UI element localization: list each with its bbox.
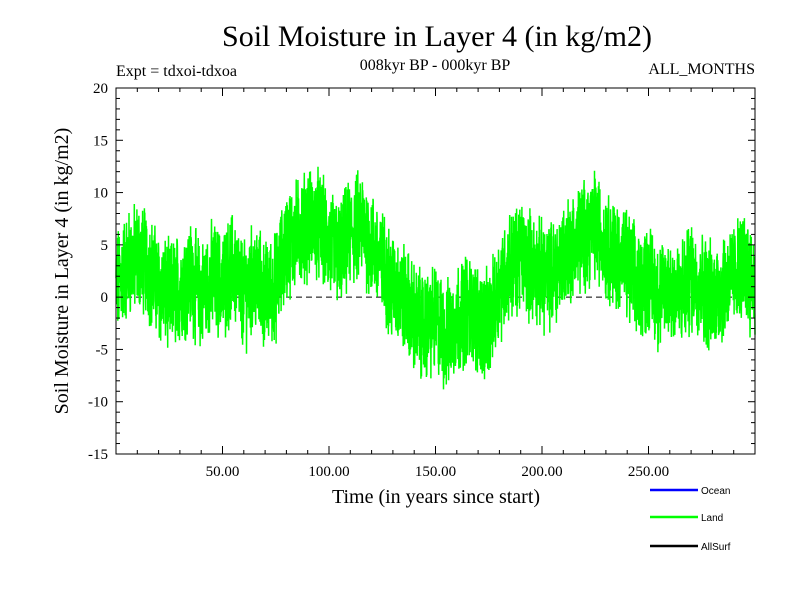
chart-subtitle-center: 008kyr BP - 000kyr BP	[360, 57, 511, 74]
legend-label-allsurf: AllSurf	[701, 542, 731, 553]
axes: -15 -10 -5 0 5 10 15 20 50.00 100.00 150.00 200.00 2…	[88, 81, 755, 480]
legend: Ocean Land AllSurf	[650, 486, 731, 553]
x-tick-label: 100.00	[308, 464, 349, 480]
y-axis-label: Soil Moisture in Layer 4 (in kg/m2)	[51, 128, 73, 415]
y-tick-label: 15	[93, 133, 108, 149]
x-tick-label: 250.00	[628, 464, 669, 480]
y-tick-label: -15	[88, 447, 108, 463]
legend-label-land: Land	[701, 513, 723, 524]
chart-subtitle-right: ALL_MONTHS	[648, 61, 755, 78]
land-series-line	[115, 166, 756, 390]
y-tick-label: 20	[93, 81, 108, 97]
y-tick-label: 10	[93, 186, 108, 202]
y-tick-label: 0	[101, 290, 109, 306]
chart-title: Soil Moisture in Layer 4 (in kg/m2)	[222, 20, 652, 53]
y-tick-label: 5	[101, 238, 109, 254]
x-tick-label: 150.00	[415, 464, 456, 480]
y-tick-label: -5	[96, 342, 109, 358]
plot-area	[115, 166, 756, 390]
chart-subtitle-left: Expt = tdxoi-tdxoa	[116, 63, 237, 80]
x-tick-label: 200.00	[521, 464, 562, 480]
x-tick-label: 50.00	[206, 464, 240, 480]
y-tick-label: -10	[88, 395, 108, 411]
legend-label-ocean: Ocean	[701, 486, 730, 497]
x-axis-label: Time (in years since start)	[332, 486, 540, 508]
